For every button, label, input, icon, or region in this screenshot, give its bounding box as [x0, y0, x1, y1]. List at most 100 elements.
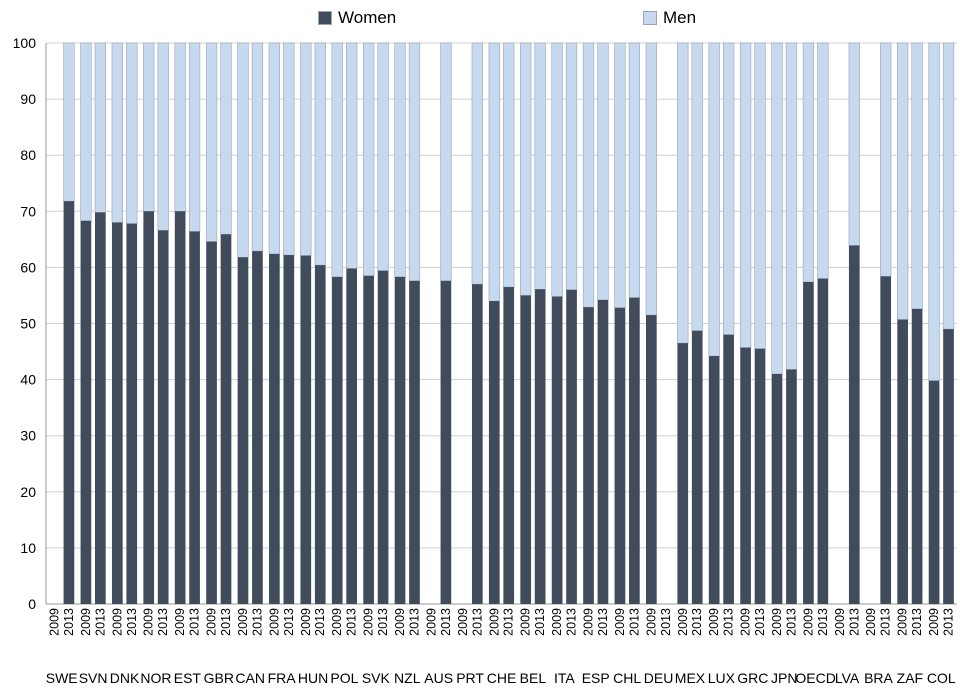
bar-women-SWE-2013	[63, 201, 75, 604]
x-tick-country-label: BEL	[520, 670, 547, 686]
bars	[63, 42, 955, 605]
y-tick-label: 10	[20, 540, 36, 556]
bar-men-CAN-2013	[251, 42, 264, 252]
x-tick-country-label: EST	[174, 670, 202, 686]
bar-women-FRA-2009	[269, 253, 280, 604]
x-tick-year-label: 2013	[282, 608, 296, 636]
bar-women-BEL-2009	[520, 295, 532, 604]
y-tick-label: 60	[20, 259, 36, 275]
x-tick-year-label: 2009	[362, 608, 376, 636]
bar-men-BRA-2013	[880, 42, 892, 277]
bar-men-ITA-2013	[565, 42, 578, 291]
bar-women-NOR-2013	[157, 230, 169, 604]
bar-men-CAN-2009	[237, 42, 249, 258]
x-tick-year-label: 2013	[753, 608, 767, 636]
bar-women-POL-2009	[331, 276, 343, 604]
x-tick-country-label: SVK	[362, 670, 391, 686]
bar-women-OECD-2013	[817, 278, 829, 604]
y-axis: 0 10 20 30 40 50 60 70 80 90 100	[13, 35, 47, 612]
bar-women-LUX-2013	[723, 334, 734, 604]
x-tick-year-label: 2009	[424, 608, 438, 636]
x-tick-country-label: JPN	[771, 670, 797, 686]
bar-women-OECD-2009	[803, 281, 814, 604]
bar-women-BRA-2013	[880, 276, 892, 604]
bar-men-FRA-2013	[283, 42, 295, 256]
x-tick-country-label: GRC	[737, 670, 768, 686]
bar-men-SVK-2013	[377, 42, 389, 272]
bar-women-EST-2013	[189, 231, 200, 604]
legend-women: Women	[318, 8, 396, 28]
bar-women-DNK-2009	[111, 222, 123, 604]
x-tick-country-label: PRT	[456, 670, 484, 686]
bar-men-COL-2013	[942, 42, 955, 330]
x-tick-year-label: 2013	[816, 608, 830, 636]
x-tick-year-label: 2009	[896, 608, 910, 636]
x-tick-country-label: LVA	[835, 670, 860, 686]
bar-women-CAN-2013	[252, 251, 263, 605]
bar-women-SVN-2013	[95, 212, 106, 604]
x-tick-year-label: 2009	[47, 608, 61, 636]
x-tick-year-label: 2009	[927, 608, 941, 636]
bar-men-HUN-2009	[300, 42, 312, 256]
x-tick-country-label: COL	[927, 670, 956, 686]
x-tick-country-label: MEX	[675, 670, 706, 686]
bar-women-HUN-2013	[314, 265, 326, 604]
bar-women-GBR-2009	[206, 241, 217, 604]
x-tick-country-label: DNK	[110, 670, 140, 686]
x-tick-year-label: 2013	[502, 608, 516, 636]
bar-women-CHE-2009	[488, 301, 500, 604]
bar-men-LVA-2013	[848, 42, 860, 246]
x-tick-country-label: DEU	[644, 670, 674, 686]
x-tick-year-label: 2009	[707, 608, 721, 636]
bar-men-LUX-2009	[708, 42, 720, 357]
x-tick-country-label: ZAF	[897, 670, 923, 686]
x-tick-year-label: 2013	[156, 608, 170, 636]
bar-women-SVK-2013	[377, 270, 389, 604]
x-tick-country-label: SVN	[79, 670, 108, 686]
x-tick-year-label: 2013	[910, 608, 924, 636]
bar-women-DNK-2013	[126, 223, 138, 604]
bar-men-POL-2013	[346, 42, 358, 269]
x-tick-year-label: 2013	[313, 608, 327, 636]
bar-women-ESP-2009	[583, 307, 594, 604]
x-tick-year-label: 2013	[784, 608, 798, 636]
x-tick-year-label: 2009	[644, 608, 658, 636]
x-tick-year-label: 2009	[393, 608, 407, 636]
bar-men-GBR-2013	[220, 42, 232, 235]
x-tick-year-label: 2009	[110, 608, 124, 636]
bar-men-GRC-2009	[739, 42, 752, 348]
bar-women-POL-2013	[346, 268, 357, 604]
bar-men-EST-2013	[188, 42, 201, 232]
x-tick-year-label: 2009	[676, 608, 690, 636]
x-tick-year-label: 2009	[205, 608, 219, 636]
y-tick-label: 0	[28, 596, 36, 612]
y-tick-label: 40	[20, 372, 36, 388]
bar-women-CHE-2013	[503, 287, 515, 604]
bar-women-DEU-2009	[646, 315, 657, 604]
legend-swatch-men	[643, 11, 657, 25]
bar-women-MEX-2013	[691, 330, 703, 604]
bar-women-GRC-2013	[754, 348, 766, 604]
bar-men-GRC-2013	[754, 42, 766, 350]
x-tick-year-label: 2009	[456, 608, 470, 636]
x-tick-country-label: NZL	[394, 670, 421, 686]
x-tick-country-label: HUN	[298, 670, 328, 686]
bar-men-DNK-2013	[126, 42, 138, 224]
y-tick-label: 90	[20, 91, 36, 107]
x-tick-year-label: 2013	[627, 608, 641, 636]
x-tick-country-label: BRA	[864, 670, 893, 686]
x-tick-year-label: 2013	[847, 608, 861, 636]
x-tick-year-label: 2009	[550, 608, 564, 636]
bar-women-EST-2009	[174, 211, 186, 605]
x-tick-year-label: 2013	[125, 608, 139, 636]
bar-women-BEL-2013	[534, 289, 546, 604]
bar-women-JPN-2013	[786, 369, 797, 604]
x-tick-year-label: 2009	[487, 608, 501, 636]
bar-men-SVN-2009	[80, 42, 92, 222]
bar-men-OECD-2013	[817, 42, 829, 279]
bar-women-COL-2013	[943, 329, 954, 604]
x-tick-year-label: 2013	[565, 608, 579, 636]
bar-women-NOR-2009	[143, 211, 155, 605]
bar-women-HUN-2009	[300, 255, 312, 604]
bar-men-DEU-2009	[645, 42, 657, 316]
